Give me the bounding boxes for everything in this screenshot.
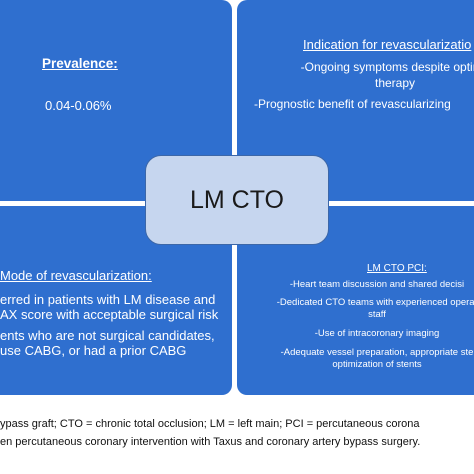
- indication-item-ongoing-symptoms: -Ongoing symptoms despite optima therapy: [265, 59, 474, 91]
- indication-panel: Indication for revascularizatio -Ongoing…: [237, 0, 474, 201]
- mode-item-lm-disease: erred in patients with LM disease and AX…: [0, 292, 218, 322]
- indication-item-line: therapy: [374, 76, 416, 90]
- pci-item-line: -Adequate vessel preparation, appropriat…: [280, 347, 474, 358]
- pci-item-heart-team: -Heart team discussion and shared decisi: [289, 279, 465, 290]
- mode-heading: Mode of revascularization:: [0, 268, 152, 283]
- indication-item-prognostic: -Prognostic benefit of revascularizing: [254, 97, 451, 111]
- pci-item-vessel-prep: -Adequate vessel preparation, appropriat…: [257, 347, 474, 371]
- pci-item-line: -Dedicated CTO teams with experienced op…: [276, 297, 474, 308]
- prevalence-panel: Prevalence: 0.04-0.06%: [0, 0, 232, 201]
- pci-item-dedicated-teams: -Dedicated CTO teams with experienced op…: [257, 297, 474, 321]
- mode-item-line: AX score with acceptable surgical risk: [0, 307, 219, 322]
- pci-item-imaging: -Use of intracoronary imaging: [314, 328, 440, 339]
- mode-item-line: erred in patients with LM disease and: [0, 292, 216, 307]
- pci-heading: LM CTO PCI:: [367, 263, 427, 274]
- center-title: LM CTO: [190, 185, 284, 214]
- center-box: LM CTO: [145, 155, 329, 245]
- pci-item-line: staff: [368, 309, 386, 320]
- indication-heading: Indication for revascularizatio: [303, 37, 472, 52]
- prevalence-value: 0.04-0.06%: [45, 98, 112, 113]
- indication-item-line: -Ongoing symptoms despite optima: [300, 60, 474, 74]
- pci-item-line: optimization of stents: [332, 359, 422, 370]
- mode-item-non-surgical: ents who are not surgical candidates, us…: [0, 328, 215, 358]
- prevalence-heading: Prevalence:: [42, 56, 118, 71]
- footnote-line: en percutaneous coronary intervention wi…: [0, 436, 421, 448]
- mode-item-line: ents who are not surgical candidates,: [0, 328, 215, 343]
- footnote-line: ypass graft; CTO = chronic total occlusi…: [0, 418, 420, 430]
- mode-item-line: use CABG, or had a prior CABG: [0, 343, 187, 358]
